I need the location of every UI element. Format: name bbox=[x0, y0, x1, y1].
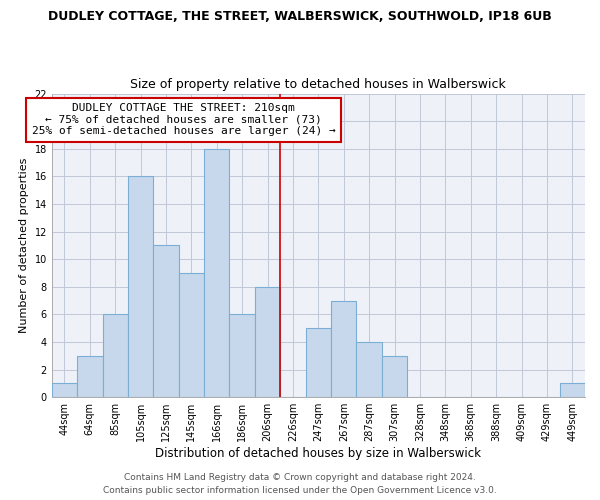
Bar bbox=[128, 176, 154, 397]
Bar bbox=[103, 314, 128, 397]
Bar bbox=[179, 273, 204, 397]
Text: DUDLEY COTTAGE THE STREET: 210sqm
← 75% of detached houses are smaller (73)
25% : DUDLEY COTTAGE THE STREET: 210sqm ← 75% … bbox=[32, 103, 335, 136]
Bar bbox=[154, 246, 179, 397]
Bar bbox=[560, 384, 585, 397]
Title: Size of property relative to detached houses in Walberswick: Size of property relative to detached ho… bbox=[130, 78, 506, 91]
Text: DUDLEY COTTAGE, THE STREET, WALBERSWICK, SOUTHWOLD, IP18 6UB: DUDLEY COTTAGE, THE STREET, WALBERSWICK,… bbox=[48, 10, 552, 23]
Bar bbox=[204, 149, 229, 397]
Bar bbox=[52, 384, 77, 397]
Bar bbox=[382, 356, 407, 397]
Bar bbox=[255, 287, 280, 397]
Bar bbox=[77, 356, 103, 397]
Bar bbox=[331, 300, 356, 397]
Text: Contains HM Land Registry data © Crown copyright and database right 2024.
Contai: Contains HM Land Registry data © Crown c… bbox=[103, 474, 497, 495]
Y-axis label: Number of detached properties: Number of detached properties bbox=[19, 158, 29, 333]
X-axis label: Distribution of detached houses by size in Walberswick: Distribution of detached houses by size … bbox=[155, 447, 481, 460]
Bar bbox=[305, 328, 331, 397]
Bar bbox=[356, 342, 382, 397]
Bar bbox=[229, 314, 255, 397]
